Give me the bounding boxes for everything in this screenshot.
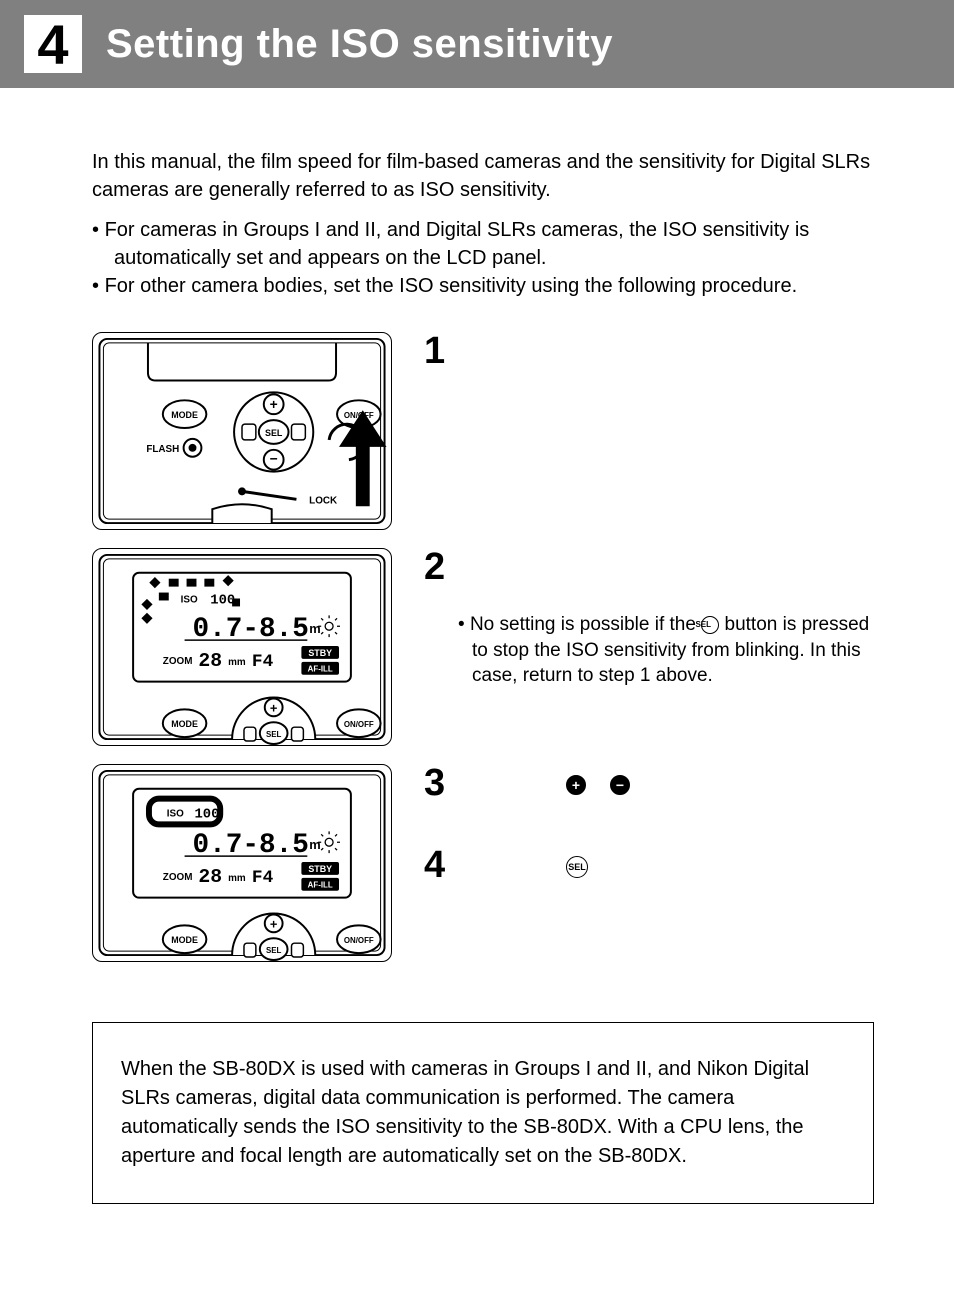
page-content: In this manual, the film speed for film-…: [0, 88, 954, 1244]
minus-icon: −: [610, 775, 630, 795]
section-number: 4: [37, 12, 68, 77]
svg-text:−: −: [270, 451, 278, 467]
flash-label: FLASH: [146, 444, 179, 455]
lcd-iso-value: 100: [210, 592, 235, 608]
lcd-aperture: F4: [252, 652, 274, 672]
note-body: When the SB-80DX is used with cameras in…: [121, 1055, 845, 1171]
bullet-item: For cameras in Groups I and II, and Digi…: [92, 216, 874, 272]
step-number: 3: [424, 764, 450, 802]
svg-text:MODE: MODE: [171, 719, 198, 729]
section-header: 4 Setting the ISO sensitivity: [0, 0, 954, 88]
step2-illustration: ISO 100 0.7‑8.5 m ZOOM 28 mm F4: [92, 548, 392, 746]
step3-illustration: ISO 100 0.7‑8.5 m ZOOM 28 mm F4 STBY: [92, 764, 392, 962]
svg-text:STBY: STBY: [308, 864, 332, 874]
note-box: When the SB-80DX is used with cameras in…: [92, 1022, 874, 1204]
lcd-focal: 28: [198, 650, 222, 672]
step34-text-col: 3 + − 4 SEL: [424, 764, 874, 892]
intro-bullets: For cameras in Groups I and II, and Digi…: [92, 216, 874, 300]
sel-icon: SEL: [566, 856, 588, 878]
step-number: 4: [424, 846, 450, 884]
steps-area: SEL + − MODE FLASH ON/OFF: [92, 332, 874, 962]
svg-text:ON/OFF: ON/OFF: [344, 720, 374, 729]
svg-text:28: 28: [198, 866, 222, 888]
lock-label: LOCK: [309, 495, 338, 506]
svg-text:ISO: ISO: [167, 808, 184, 819]
svg-text:mm: mm: [228, 873, 246, 884]
intro-paragraph: In this manual, the film speed for film-…: [92, 148, 874, 204]
step-number: 1: [424, 332, 450, 370]
svg-text:+: +: [270, 396, 278, 412]
svg-text:SEL: SEL: [266, 730, 282, 739]
step-number: 2: [424, 548, 450, 586]
sel-button-label: SEL: [265, 428, 283, 438]
svg-text:100: 100: [194, 806, 219, 822]
svg-text:F4: F4: [252, 868, 274, 888]
section-number-box: 4: [24, 15, 82, 73]
sel-icon: SEL: [701, 616, 719, 634]
svg-text:SEL: SEL: [266, 946, 282, 955]
plus-icon: +: [566, 775, 586, 795]
step2-note: • No setting is possible if the SEL butt…: [424, 612, 874, 689]
mode-button-label: MODE: [171, 410, 198, 420]
svg-text:ON/OFF: ON/OFF: [344, 936, 374, 945]
bullet-item: For other camera bodies, set the ISO sen…: [92, 272, 874, 300]
svg-text:MODE: MODE: [171, 935, 198, 945]
step1-illustration: SEL + − MODE FLASH ON/OFF: [92, 332, 392, 530]
lcd-unit: m: [309, 621, 320, 636]
step2-text-col: 2 • No setting is possible if the SEL bu…: [424, 548, 874, 689]
svg-text:+: +: [270, 916, 278, 931]
step1-text-col: 1: [424, 332, 874, 378]
step2-note-prefix: No setting is possible if the: [470, 614, 701, 635]
lcd-zoom-label: ZOOM: [163, 656, 193, 667]
svg-text:ZOOM: ZOOM: [163, 872, 193, 883]
svg-text:m: m: [309, 837, 320, 852]
svg-text:+: +: [270, 700, 278, 715]
lcd-iso-label: ISO: [181, 594, 198, 605]
lcd-stby: STBY: [308, 648, 332, 658]
lcd-mm: mm: [228, 657, 246, 668]
page-number: 26: [0, 1244, 954, 1291]
lcd-afill: AF-ILL: [308, 665, 333, 674]
svg-text:AF-ILL: AF-ILL: [308, 881, 333, 890]
section-title: Setting the ISO sensitivity: [106, 22, 613, 67]
